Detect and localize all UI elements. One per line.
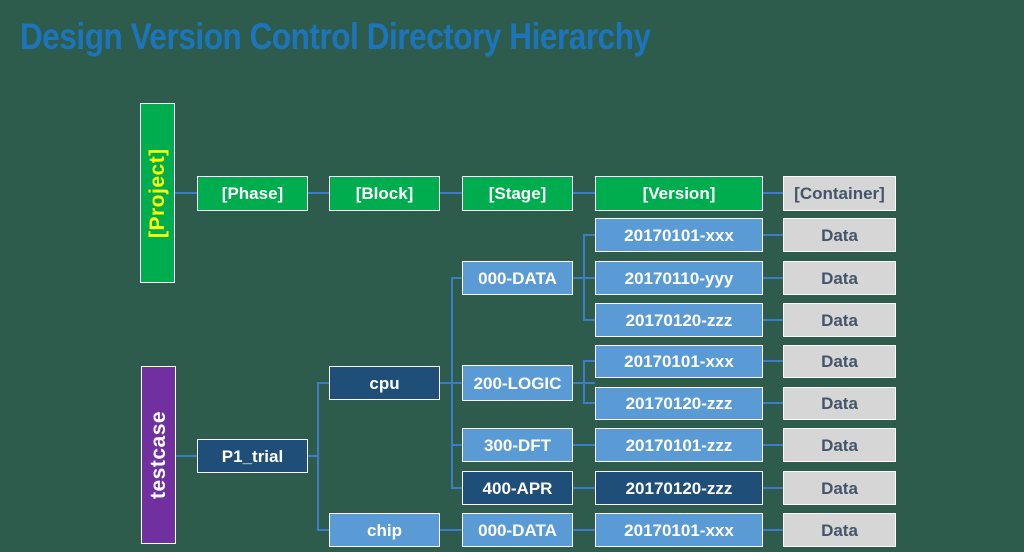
connector-line	[440, 192, 462, 194]
connector-line	[583, 234, 585, 321]
node-version-20170101-zzz: 20170101-zzz	[595, 428, 763, 462]
node-stage-300-dft: 300-DFT	[462, 428, 573, 462]
connector-line	[763, 234, 783, 236]
connector-line	[308, 455, 318, 457]
node-stage-000-data-chip: 000-DATA	[462, 513, 573, 547]
node-data-2: Data	[783, 261, 896, 295]
connector-line	[317, 382, 319, 531]
connector-line	[451, 487, 462, 489]
connector-line	[573, 529, 595, 531]
node-version-20170120-zzz-2: 20170120-zzz	[595, 387, 763, 420]
connector-line	[451, 277, 462, 279]
connector-line	[317, 382, 329, 384]
node-data-4: Data	[783, 345, 896, 378]
connector-line	[308, 192, 329, 194]
node-version: [Version]	[595, 176, 763, 211]
connector-line	[451, 277, 453, 489]
connector-line	[583, 319, 595, 321]
connector-line	[763, 529, 783, 531]
connector-line	[573, 444, 595, 446]
connector-line	[583, 360, 585, 404]
node-project: [Project]	[140, 103, 175, 283]
node-phase: [Phase]	[197, 176, 308, 211]
connector-line	[175, 192, 197, 194]
connector-line	[583, 360, 595, 362]
connector-line	[583, 402, 595, 404]
node-block: [Block]	[329, 176, 440, 211]
connector-line	[583, 234, 595, 236]
connector-line	[451, 444, 462, 446]
node-chip: chip	[329, 513, 440, 547]
node-cpu: cpu	[329, 366, 440, 400]
node-version-20170120-zzz-1: 20170120-zzz	[595, 303, 763, 337]
node-stage-000-data-cpu: 000-DATA	[462, 261, 573, 295]
node-version-20170101-xxx-1: 20170101-xxx	[595, 218, 763, 252]
node-version-20170101-xxx-3: 20170101-xxx	[595, 513, 763, 547]
node-container: [Container]	[783, 176, 896, 211]
connector-line	[763, 360, 783, 362]
connector-line	[763, 192, 783, 194]
page-title: Design Version Control Directory Hierarc…	[20, 16, 651, 57]
connector-line	[573, 487, 595, 489]
connector-line	[317, 529, 329, 531]
connector-line	[573, 192, 595, 194]
connector-line	[763, 277, 783, 279]
connector-line	[176, 455, 197, 457]
connector-line	[440, 529, 462, 531]
connector-line	[763, 319, 783, 321]
node-version-20170110-yyy: 20170110-yyy	[595, 261, 763, 295]
node-stage-200-logic: 200-LOGIC	[462, 365, 573, 401]
node-stage-400-apr: 400-APR	[462, 471, 573, 505]
node-version-20170120-zzz-3: 20170120-zzz	[595, 471, 763, 505]
node-testcase: testcase	[141, 366, 176, 544]
node-p1-trial: P1_trial	[197, 439, 308, 473]
node-data-7: Data	[783, 471, 896, 505]
connector-line	[763, 402, 783, 404]
node-version-20170101-xxx-2: 20170101-xxx	[595, 345, 763, 378]
connector-line	[763, 487, 783, 489]
node-data-5: Data	[783, 387, 896, 420]
node-data-6: Data	[783, 428, 896, 462]
node-data-1: Data	[783, 218, 896, 252]
connector-line	[763, 444, 783, 446]
node-stage: [Stage]	[462, 176, 573, 211]
node-data-8: Data	[783, 513, 896, 547]
node-data-3: Data	[783, 303, 896, 337]
